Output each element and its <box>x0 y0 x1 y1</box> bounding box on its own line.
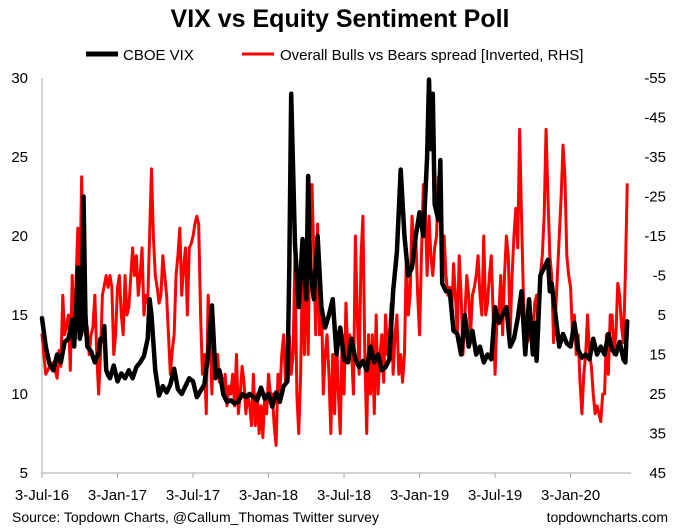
y-right-tick-label: 15 <box>649 347 666 364</box>
y-left-tick-label: 20 <box>11 228 28 245</box>
y-right-tick-label: 5 <box>658 307 666 324</box>
x-tick-label: 3-Jul-18 <box>317 487 371 504</box>
y-right-tick-label: -5 <box>653 268 666 285</box>
source-note: Source: Topdown Charts, @Callum_Thomas T… <box>12 509 379 525</box>
y-axis-left-ticks: 30 25 20 15 10 5 <box>11 70 28 482</box>
x-axis-ticks: 3-Jul-16 3-Jan-17 3-Jul-17 3-Jan-18 3-Jul-18… <box>15 473 600 504</box>
y-right-tick-label: 45 <box>649 465 666 482</box>
x-tick-label: 3-Jan-19 <box>390 487 449 504</box>
legend-label-sentiment: Overall Bulls vs Bears spread [Inverted,… <box>280 47 583 64</box>
y-left-tick-label: 15 <box>11 307 28 324</box>
site-credit: topdowncharts.com <box>547 509 668 525</box>
y-right-tick-label: 25 <box>649 386 666 403</box>
y-left-tick-label: 25 <box>11 149 28 166</box>
plot-area <box>39 77 630 447</box>
y-right-tick-label: -45 <box>644 110 666 127</box>
x-tick-label: 3-Jan-17 <box>88 487 147 504</box>
x-tick-label: 3-Jan-20 <box>541 487 600 504</box>
series-line-vix <box>39 77 630 409</box>
y-right-tick-label: 35 <box>649 426 666 443</box>
y-left-tick-label: 5 <box>20 465 28 482</box>
y-right-tick-label: -15 <box>644 228 666 245</box>
y-left-tick-label: 30 <box>11 70 28 87</box>
legend: CBOE VIX Overall Bulls vs Bears spread [… <box>86 47 583 64</box>
y-right-tick-label: -35 <box>644 149 666 166</box>
x-tick-label: 3-Jul-16 <box>15 487 69 504</box>
x-tick-label: 3-Jul-19 <box>468 487 522 504</box>
legend-label-vix: CBOE VIX <box>123 47 194 64</box>
x-tick-label: 3-Jul-17 <box>166 487 220 504</box>
y-right-tick-label: -55 <box>644 70 666 87</box>
chart-title: VIX vs Equity Sentiment Poll <box>171 5 510 33</box>
y-left-tick-label: 10 <box>11 386 28 403</box>
x-tick-label: 3-Jan-18 <box>239 487 298 504</box>
y-right-tick-label: -25 <box>644 189 666 206</box>
